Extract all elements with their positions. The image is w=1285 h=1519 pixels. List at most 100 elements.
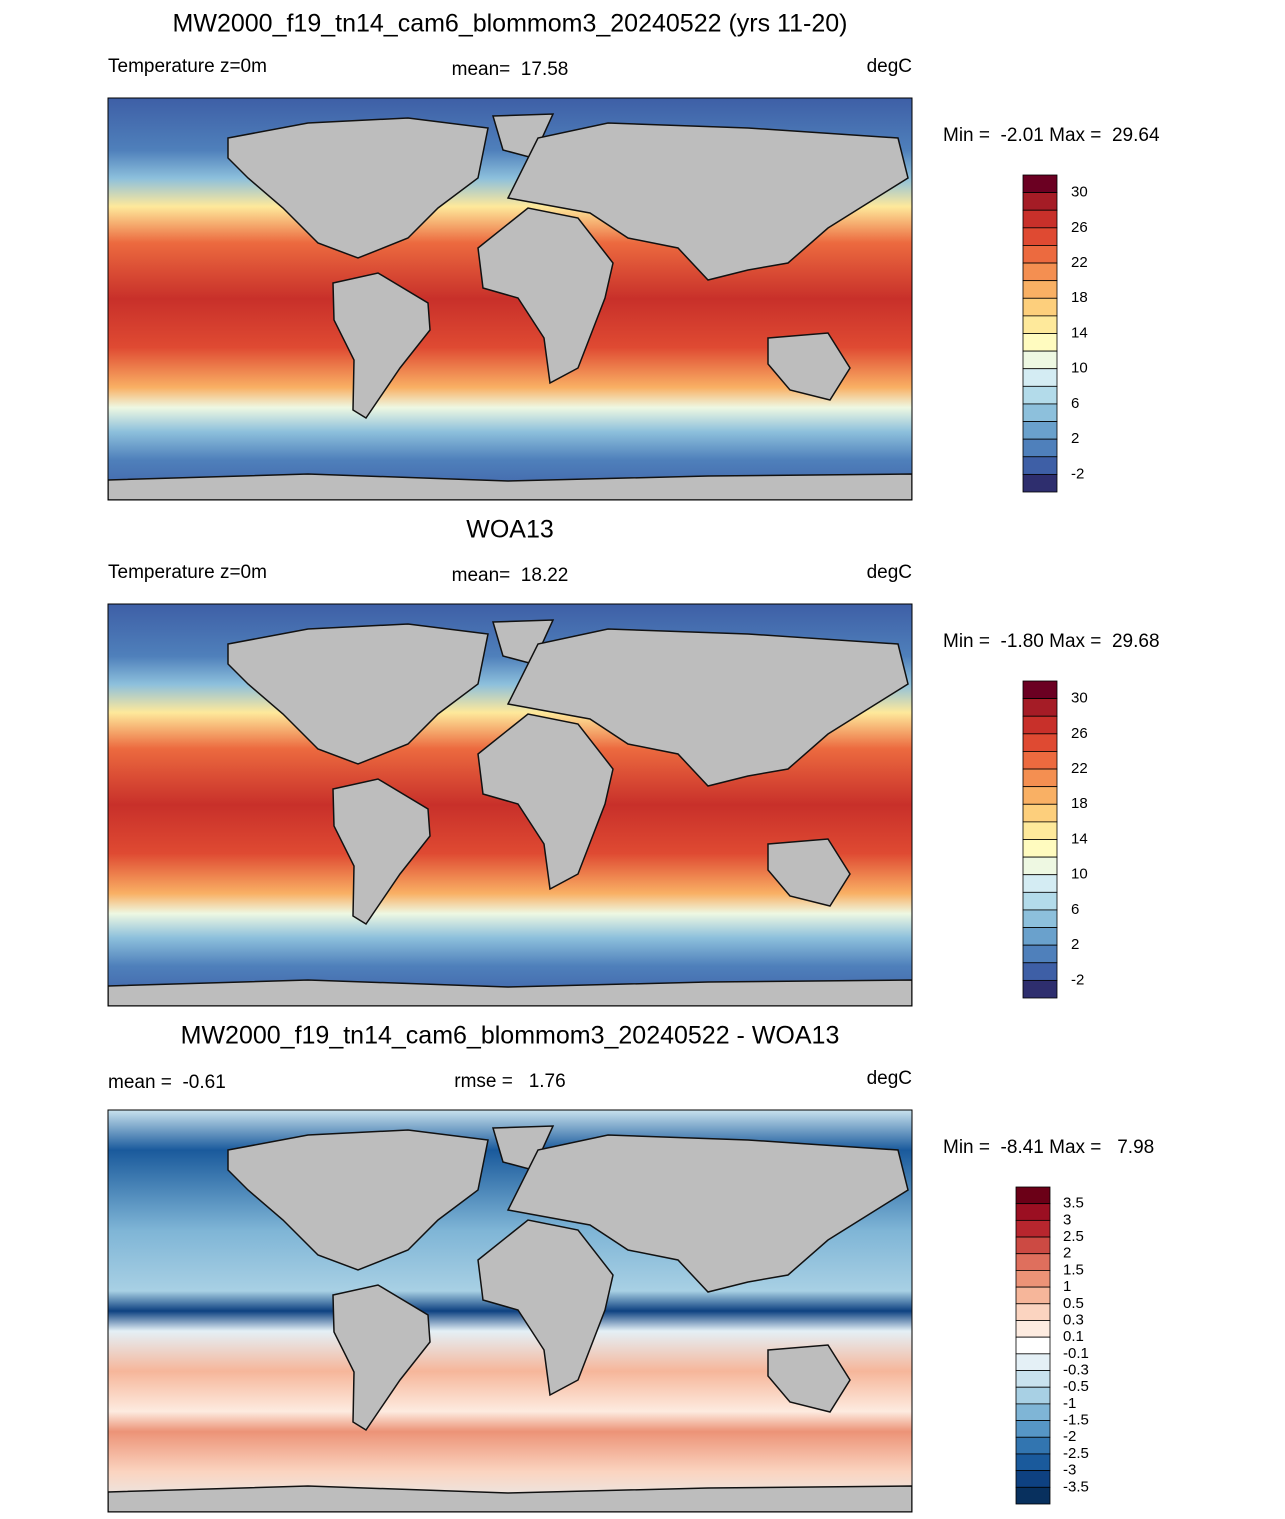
colorbar-box — [1022, 403, 1058, 422]
colorbar-label: 0.1 — [1063, 1328, 1084, 1345]
colorbar-box — [1015, 1253, 1051, 1271]
colorbar-box — [1022, 944, 1058, 964]
colorbar-box — [1015, 1470, 1051, 1488]
min-max: Min = -2.01 Max = 29.64 — [943, 125, 1160, 146]
right-label: degC — [867, 1068, 912, 1089]
colorbar-label: 0.3 — [1063, 1311, 1084, 1328]
colorbar-box — [1022, 315, 1058, 334]
colorbar-box — [1015, 1486, 1051, 1505]
colorbar-box — [1022, 174, 1058, 194]
colorbar-label: -3.5 — [1063, 1478, 1089, 1495]
colorbar-box — [1022, 891, 1058, 911]
colorbar-label: 18 — [1071, 795, 1088, 812]
colorbar-box — [1015, 1219, 1051, 1238]
colorbar-label: -2 — [1071, 971, 1084, 988]
colorbar-label: 0.5 — [1063, 1295, 1084, 1312]
map-frame — [107, 603, 913, 1007]
colorbar-label: -2.5 — [1063, 1445, 1089, 1462]
colorbar-box — [1022, 245, 1058, 264]
colorbar-box — [1022, 680, 1058, 700]
colorbar-box — [1015, 1353, 1051, 1371]
colorbar-box — [1015, 1403, 1051, 1421]
colorbar-box — [1022, 821, 1058, 840]
min-max: Min = -1.80 Max = 29.68 — [943, 631, 1160, 652]
colorbar-label: 1 — [1063, 1278, 1071, 1295]
colorbar-box — [1022, 473, 1058, 493]
colorbar-label: 26 — [1071, 725, 1088, 742]
colorbar-box — [1022, 385, 1058, 405]
center-label: mean= 17.58 — [452, 59, 569, 80]
colorbar-label: 22 — [1071, 760, 1088, 777]
colorbar-label: -2 — [1071, 465, 1084, 482]
colorbar-box — [1015, 1453, 1051, 1472]
colorbar-label: 26 — [1071, 219, 1088, 236]
map-frame — [107, 1109, 913, 1513]
center-label: mean= 18.22 — [452, 565, 569, 586]
colorbar-label: 3 — [1063, 1211, 1071, 1228]
colorbar-box — [1022, 698, 1058, 717]
colorbar-box — [1015, 1436, 1051, 1455]
panel-title: MW2000_f19_tn14_cam6_blommom3_20240522 -… — [181, 1022, 840, 1050]
colorbar-box — [1022, 979, 1058, 999]
colorbar-box — [1022, 715, 1058, 735]
colorbar-label: -3 — [1063, 1462, 1076, 1479]
map-frame — [107, 97, 913, 501]
right-label: degC — [867, 56, 912, 77]
colorbar-label: 14 — [1071, 324, 1088, 341]
colorbar-box — [1022, 350, 1058, 370]
colorbar-box — [1022, 438, 1058, 458]
colorbar-box — [1015, 1186, 1051, 1205]
colorbar-box — [1022, 421, 1058, 440]
colorbar-box — [1022, 856, 1058, 876]
colorbar-label: 6 — [1071, 395, 1079, 412]
min-max: Min = -8.41 Max = 7.98 — [943, 1137, 1154, 1158]
colorbar-box — [1022, 962, 1058, 981]
colorbar-label: 2 — [1063, 1245, 1071, 1262]
colorbar-label: 10 — [1071, 360, 1088, 377]
colorbar-label: 30 — [1071, 184, 1088, 201]
colorbar-box — [1015, 1203, 1051, 1221]
colorbar-box — [1022, 280, 1058, 299]
colorbar-box — [1022, 297, 1058, 317]
left-label: Temperature z=0m — [108, 562, 267, 583]
colorbar-box — [1022, 839, 1058, 858]
left-label: mean = -0.61 — [108, 1072, 226, 1093]
colorbar-box — [1022, 333, 1058, 352]
colorbar-box — [1015, 1286, 1051, 1305]
colorbar-label: 6 — [1071, 901, 1079, 918]
right-label: degC — [867, 562, 912, 583]
colorbar-box — [1022, 733, 1058, 752]
colorbar-box — [1022, 192, 1058, 211]
panel: WOA13 Temperature z=0m mean= 18.22 degC Min … — [107, 516, 1160, 1007]
panel: MW2000_f19_tn14_cam6_blommom3_20240522 (… — [107, 10, 1160, 501]
colorbar-box — [1022, 909, 1058, 928]
colorbar-label: -0.1 — [1063, 1345, 1089, 1362]
panel: MW2000_f19_tn14_cam6_blommom3_20240522 -… — [107, 1022, 1154, 1513]
colorbar-label: 1.5 — [1063, 1261, 1084, 1278]
colorbar-box — [1022, 456, 1058, 475]
colorbar-box — [1022, 874, 1058, 893]
colorbar-box — [1022, 368, 1058, 387]
colorbar-label: 30 — [1071, 690, 1088, 707]
colorbar-label: 10 — [1071, 866, 1088, 883]
colorbar-label: -0.5 — [1063, 1378, 1089, 1395]
colorbar-label: 14 — [1071, 830, 1088, 847]
colorbar-box — [1022, 227, 1058, 246]
panel-title: MW2000_f19_tn14_cam6_blommom3_20240522 (… — [173, 10, 848, 38]
colorbar-label: -2 — [1063, 1428, 1076, 1445]
colorbar-box — [1022, 751, 1058, 770]
center-label: rmse = 1.76 — [454, 1071, 565, 1092]
colorbar-box — [1015, 1420, 1051, 1438]
colorbar-label: -0.3 — [1063, 1361, 1089, 1378]
colorbar-box — [1015, 1336, 1051, 1355]
colorbar-label: 2 — [1071, 430, 1079, 447]
colorbar-label: -1.5 — [1063, 1412, 1089, 1429]
panels: MW2000_f19_tn14_cam6_blommom3_20240522 (… — [107, 10, 1160, 1513]
colorbar-box — [1015, 1236, 1051, 1255]
colorbar-box — [1015, 1386, 1051, 1405]
colorbar-label: 2 — [1071, 936, 1079, 953]
colorbar-box — [1022, 786, 1058, 805]
panel-title: WOA13 — [466, 516, 554, 544]
colorbar-box — [1015, 1303, 1051, 1321]
